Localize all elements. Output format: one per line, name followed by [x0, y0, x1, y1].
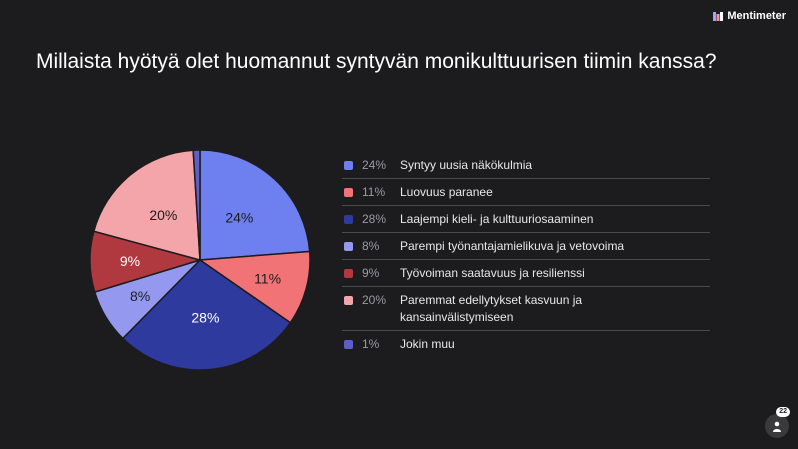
question-title: Millaista hyötyä olet huomannut syntyvän…	[36, 50, 717, 73]
legend-label: Työvoiman saatavuus ja resilienssi	[400, 266, 585, 280]
legend-percentage: 28%	[362, 212, 387, 226]
participant-count: 22	[776, 407, 790, 417]
legend-item: 8% Parempi työnantajamielikuva ja vetovoi…	[342, 233, 710, 260]
legend-percentage: 11%	[362, 185, 386, 199]
chart-legend: 24% Syntyy uusia näkökulmia 11% Luovuus par…	[342, 152, 710, 357]
person-icon	[773, 421, 781, 432]
pie-slice	[121, 259, 292, 371]
legend-label: Luovuus paranee	[400, 185, 493, 199]
legend-percentage: 1%	[362, 337, 380, 351]
legend-swatch	[344, 215, 353, 224]
pie-slice	[192, 149, 201, 261]
pie-slice	[199, 149, 311, 261]
legend-percentage: 20%	[362, 293, 387, 307]
brand: Mentimeter	[713, 10, 786, 22]
legend-item: 24% Syntyy uusia näkökulmia	[342, 152, 710, 179]
legend-item: 1% Jokin muu	[342, 331, 710, 357]
brand-name: Mentimeter	[727, 10, 786, 22]
legend-percentage: 24%	[362, 158, 387, 172]
legend-item: 28% Laajempi kieli- ja kulttuuriosaaminen	[342, 206, 710, 233]
slice-data-label: 20%	[149, 207, 177, 223]
legend-percentage: 9%	[362, 266, 380, 280]
pie-slice	[92, 149, 201, 261]
pie-chart: 24% 11% 28% 8% 9% 20%	[89, 149, 311, 371]
legend-item: 20% Paremmat edellytykset kasvuun ja kans…	[342, 287, 710, 331]
legend-swatch	[344, 296, 353, 305]
legend-swatch	[344, 188, 353, 197]
legend-swatch	[344, 340, 353, 349]
slice-data-label: 9%	[120, 253, 140, 269]
legend-item: 9% Työvoiman saatavuus ja resilienssi	[342, 260, 710, 287]
legend-percentage: 8%	[362, 239, 380, 253]
slice-data-label: 8%	[130, 288, 150, 304]
legend-swatch	[344, 242, 353, 251]
pie-slice	[197, 250, 311, 324]
legend-label: Syntyy uusia näkökulmia	[400, 158, 533, 172]
participants-button[interactable]: 22	[765, 407, 790, 438]
slice-data-label: 24%	[225, 209, 253, 225]
mentimeter-logo-icon	[713, 11, 724, 21]
slice-data-label: 11%	[254, 270, 281, 286]
legend-swatch	[344, 269, 353, 278]
legend-label: Paremmat edellytykset kasvuun ja kansain…	[400, 293, 583, 324]
legend-swatch	[344, 161, 353, 170]
legend-label: Laajempi kieli- ja kulttuuriosaaminen	[400, 212, 594, 226]
legend-item: 11% Luovuus paranee	[342, 179, 710, 206]
legend-label: Parempi työnantajamielikuva ja vetovoima	[400, 239, 625, 253]
legend-label: Jokin muu	[400, 337, 455, 351]
slice-data-label: 28%	[191, 310, 219, 326]
